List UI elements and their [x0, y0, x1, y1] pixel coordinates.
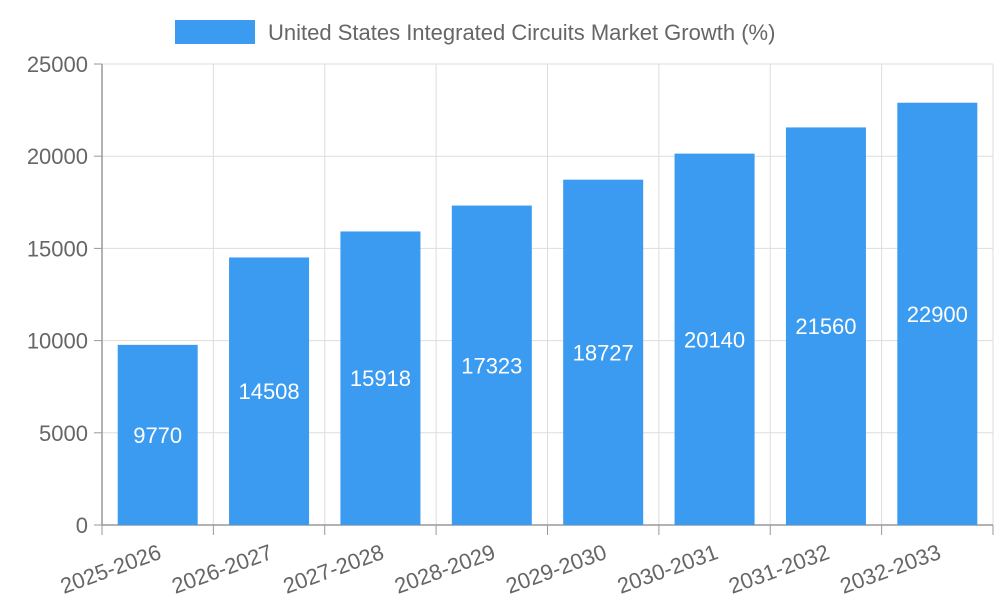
bar[interactable]	[897, 102, 978, 525]
legend-label: United States Integrated Circuits Market…	[268, 20, 775, 45]
bar-value-label: 20140	[684, 327, 745, 352]
bar[interactable]	[674, 153, 755, 525]
bar-value-label: 22900	[907, 302, 968, 327]
y-tick-label: 20000	[27, 144, 88, 169]
x-tick-label: 2025-2026	[57, 539, 164, 598]
y-tick-label: 10000	[27, 329, 88, 354]
bar-value-label: 14508	[238, 379, 299, 404]
y-axis-ticks: 0 5000 10000 15000 20000 25000	[27, 52, 102, 538]
bar[interactable]	[340, 231, 421, 525]
x-tick-label: 2030-2031	[614, 539, 721, 598]
bar[interactable]	[563, 179, 644, 525]
x-tick-label: 2032-2033	[837, 539, 944, 598]
x-tick-label: 2026-2027	[168, 539, 275, 598]
bar[interactable]	[785, 127, 866, 526]
x-tick-label: 2029-2030	[502, 539, 609, 598]
legend-swatch	[175, 20, 255, 44]
y-tick-label: 5000	[39, 421, 88, 446]
x-tick-label: 2027-2028	[280, 539, 387, 598]
x-tick-label: 2031-2032	[725, 539, 832, 598]
x-axis-ticks: 2025-2026 2026-2027 2027-2028 2028-2029 2029…	[57, 525, 994, 599]
legend[interactable]: United States Integrated Circuits Market…	[175, 20, 775, 45]
bar[interactable]	[117, 344, 198, 525]
bar-value-label: 17323	[461, 353, 522, 378]
data-labels: 9770 14508 15918 17323 18727 20140 21560 22900	[133, 302, 968, 448]
bar-value-label: 9770	[133, 423, 182, 448]
y-tick-label: 25000	[27, 52, 88, 77]
bar[interactable]	[229, 257, 310, 525]
y-tick-label: 0	[76, 513, 88, 538]
bars	[117, 102, 978, 526]
bar[interactable]	[451, 205, 532, 525]
bar-value-label: 21560	[795, 314, 856, 339]
x-tick-label: 2028-2029	[391, 539, 498, 598]
y-tick-label: 15000	[27, 236, 88, 261]
bar-value-label: 18727	[573, 340, 634, 365]
bar-value-label: 15918	[350, 366, 411, 391]
